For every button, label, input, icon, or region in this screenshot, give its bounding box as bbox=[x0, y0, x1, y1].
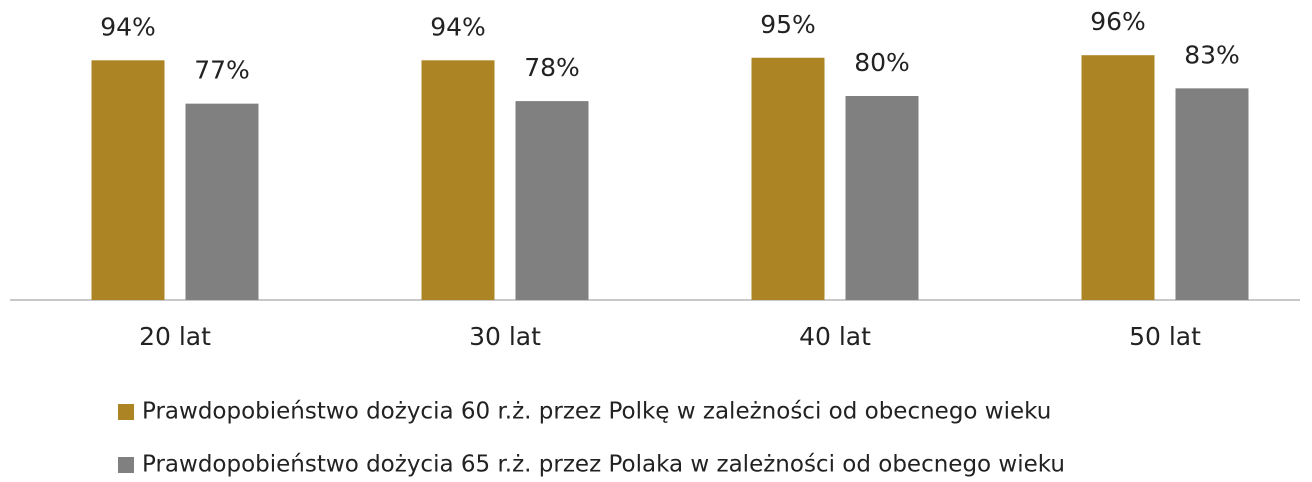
x-tick-label: 30 lat bbox=[469, 322, 541, 351]
data-label: 96% bbox=[1090, 7, 1146, 36]
x-tick-label: 50 lat bbox=[1129, 322, 1201, 351]
data-label: 78% bbox=[524, 53, 580, 82]
bar bbox=[185, 103, 259, 301]
data-label: 95% bbox=[760, 10, 816, 39]
data-label: 80% bbox=[854, 48, 910, 77]
bar bbox=[1081, 55, 1155, 301]
legend-swatch bbox=[118, 457, 134, 473]
legend-swatch bbox=[118, 404, 134, 420]
bar bbox=[515, 101, 589, 300]
legend-label: Prawdopobieństwo dożycia 60 r.ż. przez P… bbox=[142, 399, 1051, 425]
data-label: 83% bbox=[1184, 40, 1240, 69]
bar bbox=[751, 57, 825, 300]
x-tick-label: 40 lat bbox=[799, 322, 871, 351]
data-label: 94% bbox=[430, 12, 486, 41]
bar bbox=[845, 96, 919, 300]
bar bbox=[421, 60, 495, 300]
x-tick-label: 20 lat bbox=[139, 322, 211, 351]
data-label: 77% bbox=[194, 56, 250, 85]
bar bbox=[1175, 88, 1249, 300]
legend-label: Prawdopobieństwo dożycia 65 r.ż. przez P… bbox=[142, 452, 1065, 478]
bar bbox=[91, 60, 165, 300]
data-label: 94% bbox=[100, 12, 156, 41]
